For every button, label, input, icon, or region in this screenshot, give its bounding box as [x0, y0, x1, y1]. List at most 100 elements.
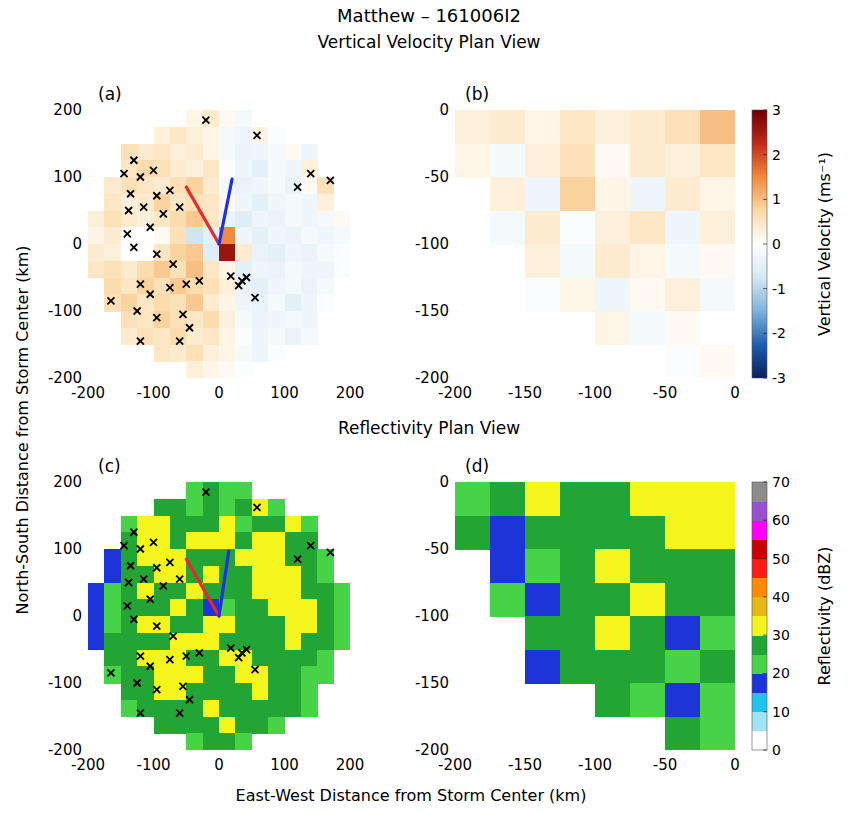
heatmap-cell — [252, 328, 269, 345]
heatmap-cell — [595, 616, 631, 650]
marker-stroke — [147, 596, 154, 603]
heatmap-cell — [186, 244, 203, 261]
heatmap-cell — [317, 650, 334, 667]
heatmap-cell — [219, 160, 236, 177]
heatmap-cell — [104, 583, 121, 600]
heatmap-cell — [137, 516, 154, 533]
heatmap-cell — [170, 599, 187, 616]
heatmap-cell — [630, 144, 666, 178]
heatmap-cell — [203, 516, 220, 533]
heatmap-cell — [490, 144, 526, 178]
heatmap-cell — [235, 532, 252, 549]
heatmap-cell — [595, 244, 631, 278]
marker-stroke — [179, 311, 186, 318]
y-tick-label: -100 — [415, 607, 449, 625]
heatmap-cell — [455, 110, 491, 144]
colorbar-bin — [752, 520, 767, 540]
heatmap-cell — [186, 127, 203, 144]
plot-area — [88, 482, 350, 750]
marker-stroke — [253, 132, 260, 139]
heatmap-cell — [490, 516, 526, 550]
marker-x — [327, 177, 334, 184]
heatmap-cell — [301, 650, 318, 667]
colorbar-tick — [763, 711, 767, 712]
heatmap-cell — [665, 311, 701, 345]
panel-letter: (c) — [98, 456, 121, 476]
heatmap-cell — [285, 328, 302, 345]
marker-stroke — [127, 562, 134, 569]
heatmap-cell — [317, 294, 334, 311]
colorbar-bin — [752, 673, 767, 693]
heatmap-cell — [203, 717, 220, 734]
y-tick-label: -100 — [48, 302, 82, 320]
heatmap-cell — [186, 160, 203, 177]
marker-stroke — [153, 564, 160, 571]
marker-stroke — [124, 230, 131, 237]
colorbar-bin — [752, 578, 767, 598]
colorbar-tick — [763, 378, 767, 379]
heatmap-cell — [186, 499, 203, 516]
heatmap-cell — [317, 244, 334, 261]
heatmap-cell — [154, 616, 171, 633]
heatmap-cell — [252, 227, 269, 244]
heatmap-cell — [317, 278, 334, 295]
colorbar-tick-label: -1 — [772, 281, 786, 297]
marker-stroke — [176, 576, 183, 583]
marker-x — [107, 297, 114, 304]
marker-stroke — [130, 244, 137, 251]
panel-letter: (d) — [465, 456, 489, 476]
heatmap-cell — [560, 583, 596, 617]
marker-stroke — [294, 556, 301, 563]
heatmap-cell — [235, 211, 252, 228]
marker-x — [124, 602, 131, 609]
heatmap-cell — [203, 294, 220, 311]
marker-stroke — [166, 284, 173, 291]
marker-x — [227, 645, 234, 652]
heatmap-cell — [170, 566, 187, 583]
heatmap-cell — [203, 482, 220, 499]
heatmap-cell — [104, 666, 121, 683]
marker-stroke — [253, 132, 260, 139]
heatmap-cell — [285, 194, 302, 211]
marker-stroke — [107, 297, 114, 304]
marker-stroke — [140, 576, 147, 583]
heatmap-cell — [88, 583, 105, 600]
heatmap-cell — [301, 211, 318, 228]
heatmap-cell — [170, 328, 187, 345]
marker-stroke — [147, 596, 154, 603]
heatmap-cell — [268, 549, 285, 566]
marker-x — [125, 207, 132, 214]
heatmap-cell — [268, 616, 285, 633]
y-axis-title: North-South Distance from Storm Center (… — [13, 246, 32, 615]
heatmap-cell — [268, 499, 285, 516]
heatmap-cell — [170, 127, 187, 144]
y-tick-label: 0 — [72, 607, 82, 625]
colorbar-tick — [763, 558, 767, 559]
heatmap-cell — [268, 345, 285, 362]
heatmap-cell — [268, 328, 285, 345]
heatmap-cell — [203, 278, 220, 295]
heatmap-cell — [235, 177, 252, 194]
heatmap-cell — [317, 616, 334, 633]
heatmap-cell — [665, 650, 701, 684]
y-tick-label: 200 — [53, 473, 82, 491]
heatmap-cell — [595, 549, 631, 583]
marker-stroke — [294, 556, 301, 563]
heatmap-cell — [104, 566, 121, 583]
marker-x — [202, 489, 209, 496]
heatmap-cell — [334, 227, 350, 244]
heatmap-cell — [268, 633, 285, 650]
heatmap-cell — [170, 227, 187, 244]
heatmap-cell — [595, 516, 631, 550]
heatmap-cell — [525, 278, 561, 312]
heatmap-cell — [235, 599, 252, 616]
marker-stroke — [147, 224, 154, 231]
heatmap-cell — [665, 482, 701, 516]
marker-stroke — [196, 277, 203, 284]
x-tick-label: -50 — [653, 384, 678, 402]
heatmap-cell — [252, 650, 269, 667]
marker-stroke — [294, 184, 301, 191]
colorbar-bin — [752, 616, 767, 636]
heatmap-cell — [560, 516, 596, 550]
marker-stroke — [150, 539, 157, 546]
